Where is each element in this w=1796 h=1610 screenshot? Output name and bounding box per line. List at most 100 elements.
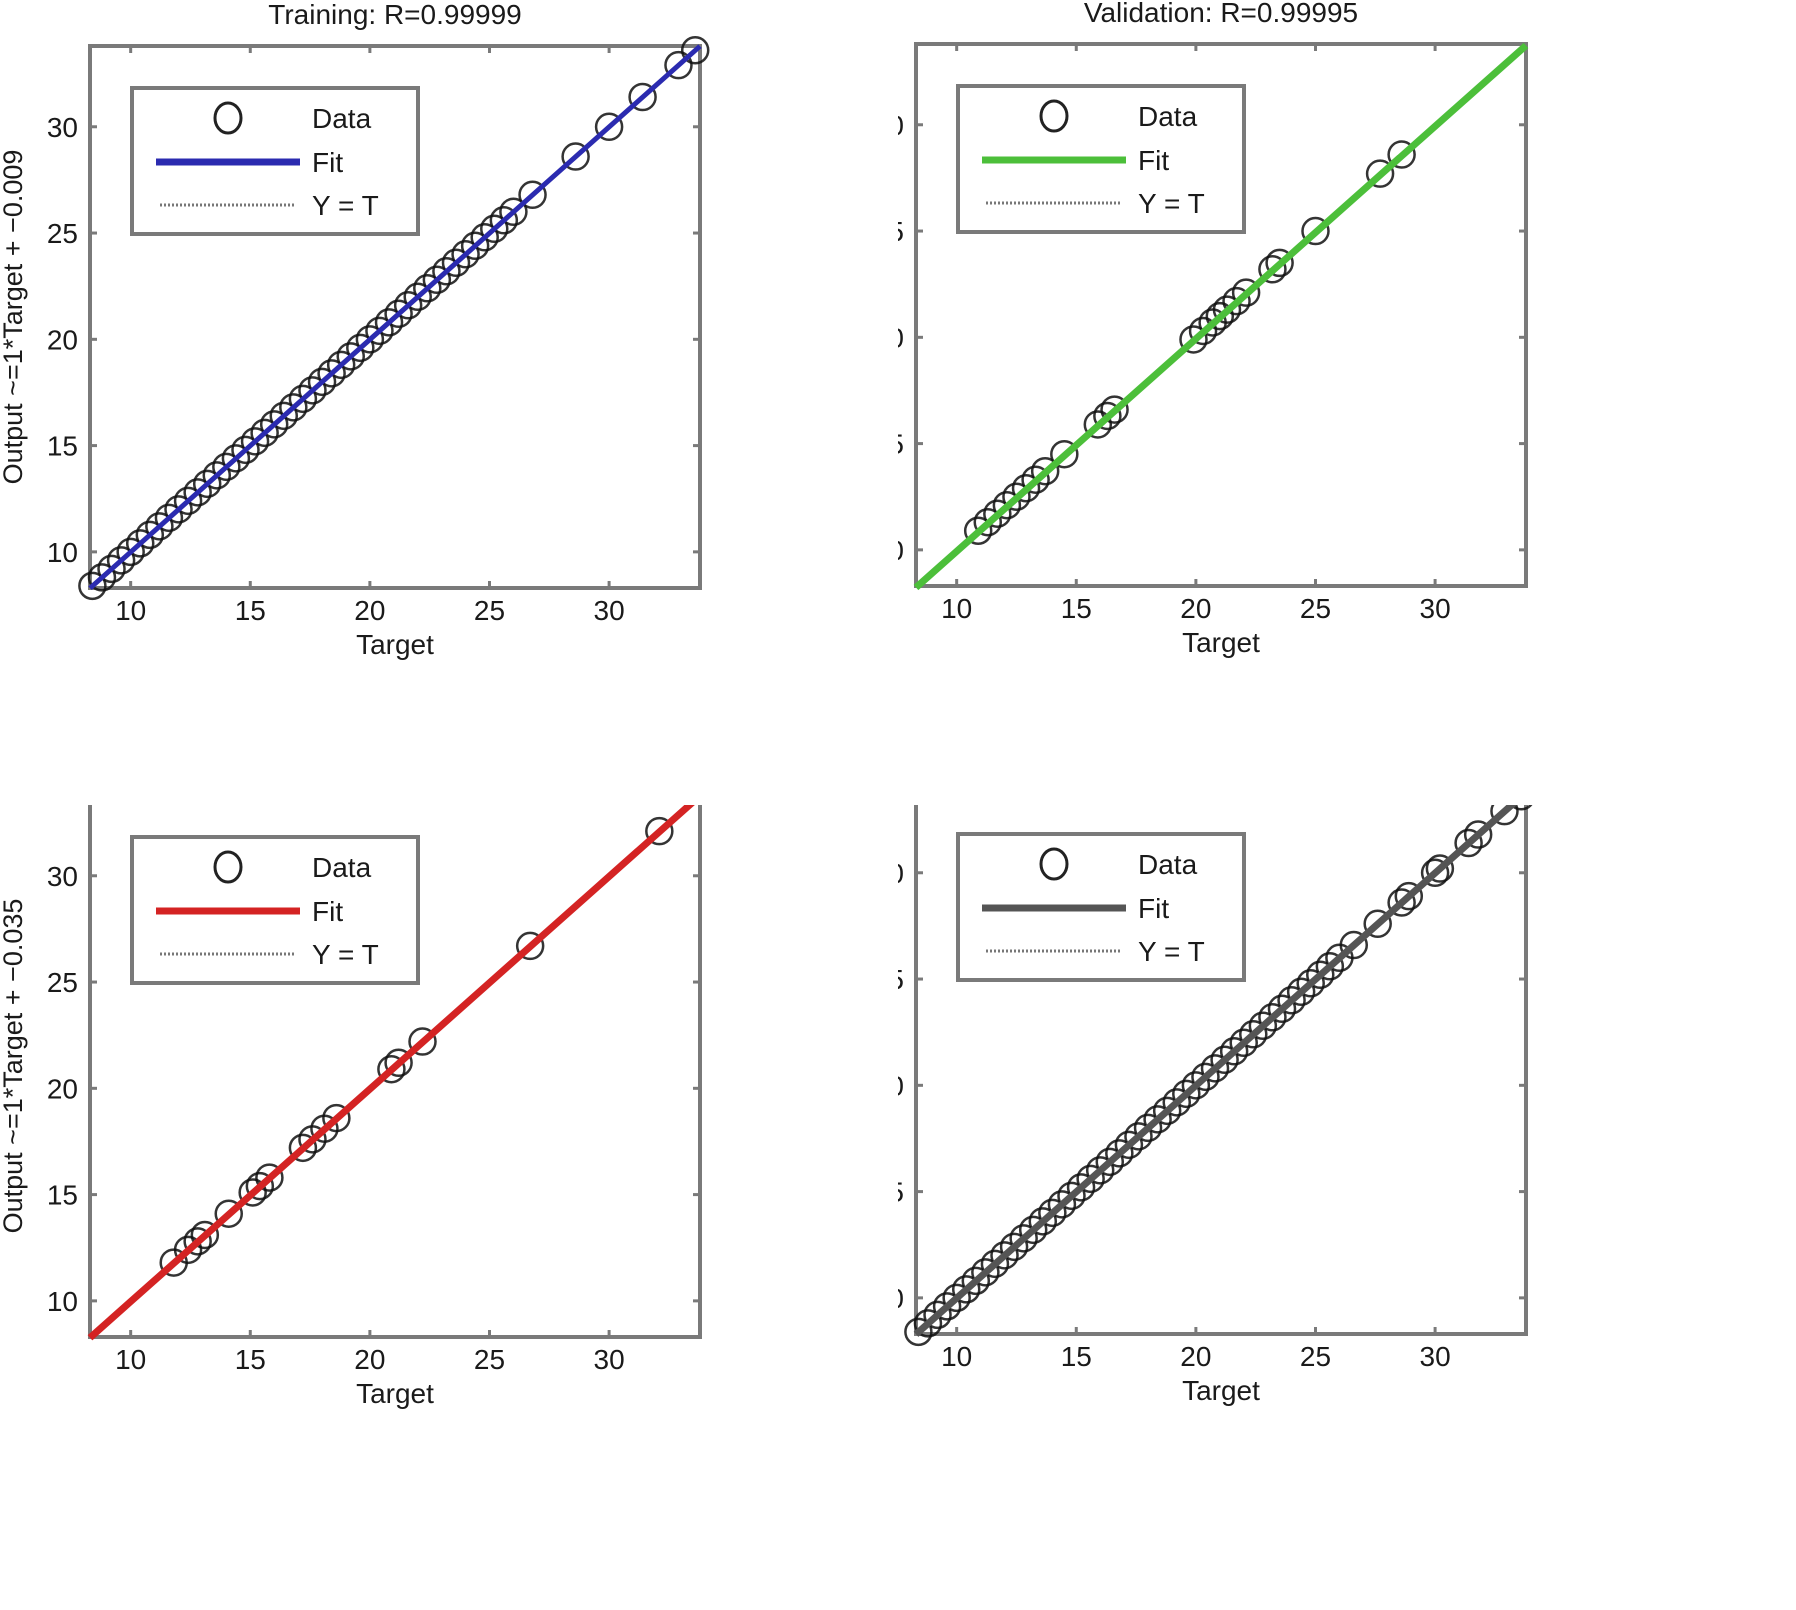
data-point xyxy=(336,342,365,371)
data-point xyxy=(78,571,107,601)
y-tick-label: 15 xyxy=(47,1180,78,1211)
x-tick-label: 15 xyxy=(1061,593,1092,624)
data-point xyxy=(1018,1215,1048,1245)
x-tick-label: 15 xyxy=(1061,1341,1092,1372)
data-point xyxy=(106,546,136,575)
data-point xyxy=(992,490,1022,520)
data-point xyxy=(923,1300,952,1330)
data-point xyxy=(489,206,519,235)
data-point xyxy=(238,1178,267,1207)
x-tick-label: 10 xyxy=(941,1341,972,1372)
fit-line xyxy=(913,805,1517,1337)
data-point xyxy=(1315,952,1345,981)
data-point xyxy=(942,1283,971,1313)
data-point xyxy=(116,537,145,567)
data-point xyxy=(393,291,423,320)
data-point xyxy=(441,248,471,278)
data-point xyxy=(413,274,442,303)
data-point xyxy=(1179,325,1208,354)
y-tick-label: 10 xyxy=(898,535,904,566)
chart-title: Validation: R=0.99995 xyxy=(1084,0,1358,28)
y-tick-label: 10 xyxy=(898,1283,904,1314)
data-point xyxy=(245,1171,275,1201)
data-point xyxy=(1057,1181,1086,1211)
data-point xyxy=(983,499,1012,528)
data-point xyxy=(240,427,270,456)
data-point xyxy=(403,282,432,312)
x-tick-label: 25 xyxy=(1300,593,1331,624)
data-point xyxy=(214,1199,243,1228)
legend-data-marker xyxy=(213,101,243,135)
x-tick-label: 15 xyxy=(235,595,266,626)
data-point xyxy=(317,359,346,388)
data-point xyxy=(1210,1045,1239,1075)
data-point xyxy=(1066,1173,1096,1202)
data-point xyxy=(973,507,1003,537)
data-point xyxy=(288,384,318,414)
data-point xyxy=(307,367,337,397)
data-point xyxy=(202,461,232,490)
data-point xyxy=(1301,216,1330,246)
x-tick-label: 30 xyxy=(1420,1341,1451,1372)
y-tick-label: 20 xyxy=(898,322,904,353)
data-point xyxy=(1231,278,1261,307)
data-point xyxy=(1030,456,1060,486)
data-point xyxy=(1420,858,1450,888)
data-point xyxy=(628,82,657,112)
data-point xyxy=(1181,1071,1211,1100)
y-tick-label: 15 xyxy=(898,429,904,460)
data-point xyxy=(1510,805,1533,811)
x-tick-label: 30 xyxy=(594,595,625,626)
data-point xyxy=(1188,316,1218,346)
legend-label-data: Data xyxy=(312,852,372,883)
data-point xyxy=(460,231,490,261)
chart-title: Training: R=0.99999 xyxy=(268,0,521,30)
data-point xyxy=(164,495,193,524)
plot-content xyxy=(78,36,710,601)
data-point xyxy=(1387,888,1416,917)
data-point xyxy=(1339,930,1369,960)
data-point xyxy=(1047,1190,1077,1219)
data-point xyxy=(183,478,212,507)
data-point xyxy=(913,1309,943,1338)
data-point xyxy=(1050,439,1079,469)
data-point xyxy=(279,393,308,422)
data-point xyxy=(269,401,299,431)
all-chart: All: R=0.9999810152025301015202530Target… xyxy=(898,805,1533,1406)
data-point xyxy=(1219,1037,1249,1066)
data-point xyxy=(1239,1020,1268,1049)
data-point xyxy=(1191,1062,1220,1092)
training-panel: Training: R=0.99999 10 15 20 25 30 10 15 20 25 30 T… xyxy=(0,0,898,805)
data-point xyxy=(1490,805,1519,826)
data-point xyxy=(212,452,241,482)
data-point xyxy=(1463,820,1493,849)
legend-label-fit: Fit xyxy=(1138,893,1169,924)
y-tick-label: 10 xyxy=(47,1286,78,1317)
data-point xyxy=(999,1232,1029,1262)
legend-label-fit: Fit xyxy=(312,896,343,927)
data-point xyxy=(1205,301,1235,331)
x-tick-label: 25 xyxy=(474,1344,505,1375)
data-point xyxy=(451,240,480,269)
y-tick-label: 15 xyxy=(898,1177,904,1208)
x-tick-label: 30 xyxy=(1420,593,1451,624)
x-tick-label: 25 xyxy=(474,595,505,626)
data-point xyxy=(645,816,674,846)
data-point xyxy=(1028,1207,1058,1236)
data-point xyxy=(518,180,547,210)
y-tick-label: 25 xyxy=(47,218,78,249)
data-point xyxy=(1100,395,1129,424)
y-tick-label: 30 xyxy=(898,110,904,141)
data-point xyxy=(355,325,385,354)
y-tick-label: 20 xyxy=(47,324,78,355)
y-tick-label: 20 xyxy=(47,1073,78,1104)
data-point xyxy=(1076,1164,1105,1194)
data-point xyxy=(1296,969,1325,998)
data-point xyxy=(1114,1130,1144,1160)
x-tick-label: 20 xyxy=(1180,1341,1211,1372)
legend-data-marker xyxy=(1039,847,1069,881)
x-tick-label: 15 xyxy=(235,1344,266,1375)
data-point xyxy=(173,1235,203,1265)
validation-panel: Validation: R=0.99995 10 15 20 25 30 10 15 20 25 3… xyxy=(898,0,1796,805)
data-point xyxy=(1083,410,1113,439)
